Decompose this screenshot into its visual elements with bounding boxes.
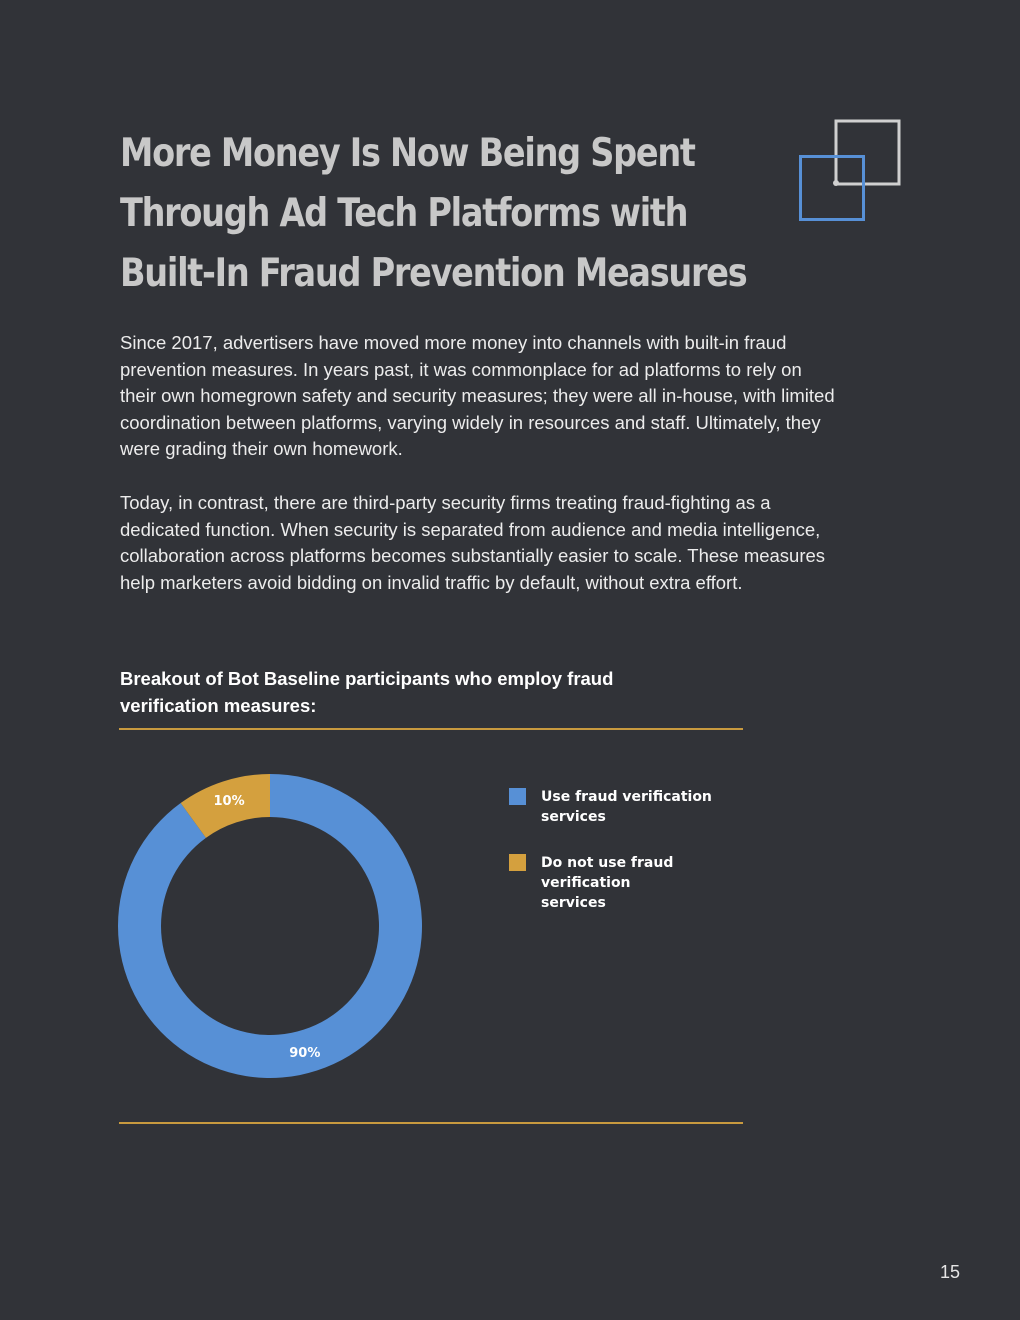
legend-label-line: services <box>541 895 606 911</box>
donut-chart: 90% 10% <box>117 774 422 1078</box>
legend-label: Use fraud verification services <box>541 787 761 827</box>
body-paragraph-2: Today, in contrast, there are third-part… <box>120 490 880 596</box>
body-paragraph-1: Since 2017, advertisers have moved more … <box>120 330 880 463</box>
chart-bottom-divider <box>119 1122 743 1124</box>
chart-legend: Use fraud verification services Do not u… <box>509 787 769 939</box>
paragraph-line: coordination between platforms, varying … <box>120 411 821 433</box>
donut-data-label: 90% <box>289 1046 320 1061</box>
paragraph-line: collaboration across platforms becomes s… <box>120 545 826 567</box>
page-title-line: Built-In Fraud Prevention Measures <box>120 251 748 296</box>
paragraph-line: were grading their own homework. <box>120 438 403 460</box>
page-title-line: Through Ad Tech Platforms with <box>120 191 689 236</box>
logo-blue-square <box>799 155 865 221</box>
page-title: More Money Is Now Being Spent Through Ad… <box>120 124 748 304</box>
legend-item-use: Use fraud verification services <box>509 787 769 827</box>
paragraph-line: dedicated function. When security is sep… <box>120 518 821 540</box>
paragraph-line: help marketers avoid bidding on invalid … <box>120 571 743 593</box>
chart-title-line: Breakout of Bot Baseline participants wh… <box>120 668 614 689</box>
donut-data-label: 10% <box>213 794 244 809</box>
logo-gray-square <box>834 119 901 186</box>
legend-label-line: services <box>541 809 606 825</box>
logo-dot <box>833 180 839 186</box>
paragraph-line: prevention measures. In years past, it w… <box>120 358 802 380</box>
chart-top-divider <box>119 728 743 730</box>
paragraph-line: Since 2017, advertisers have moved more … <box>120 332 787 353</box>
legend-label-line: Do not use fraud verification <box>541 855 674 891</box>
overlapping-squares-logo <box>799 119 901 221</box>
page-number: 15 <box>939 1262 961 1282</box>
paragraph-line: their own homegrown safety and security … <box>120 385 835 407</box>
legend-item-do-not-use: Do not use fraud verification services <box>509 853 769 913</box>
page-title-line: More Money Is Now Being Spent <box>120 131 696 176</box>
paragraph-line: Today, in contrast, there are third-part… <box>120 492 771 513</box>
chart-title: Breakout of Bot Baseline participants wh… <box>120 665 660 719</box>
legend-swatch-blue <box>509 788 526 805</box>
donut-slice-do-not-use <box>180 774 270 838</box>
legend-label-line: Use fraud verification <box>541 789 712 805</box>
chart-title-line: verification measures: <box>120 695 317 716</box>
legend-swatch-gold <box>509 854 526 871</box>
legend-label: Do not use fraud verification services <box>541 853 761 913</box>
donut-slice-use <box>117 774 422 1078</box>
